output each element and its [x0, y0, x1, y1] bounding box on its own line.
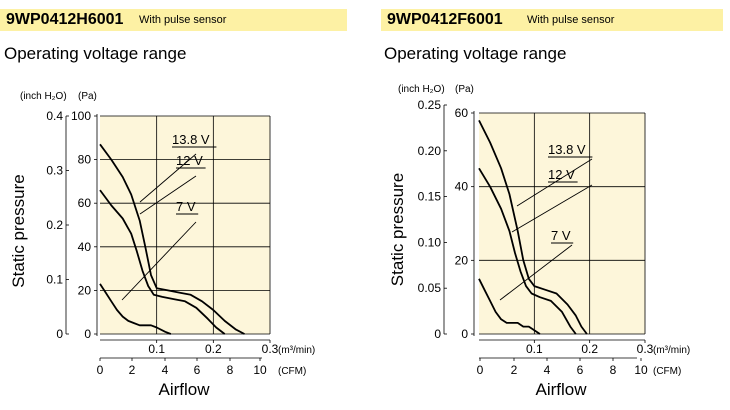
left-pa-tick-label-2: 40	[78, 240, 92, 254]
right-inch-tick-label-0: 0	[434, 327, 441, 341]
left-cfm-unit: (CFM)	[278, 366, 306, 377]
right-m3-tick-label-1: 0.2	[581, 342, 598, 356]
left-y-axis-title: Static pressure	[9, 174, 28, 287]
right-pa-tick-label-1: 20	[455, 253, 469, 267]
right-cfm-tick-label-0: 0	[477, 363, 484, 377]
left-series-leader-1	[139, 175, 197, 215]
right-cfm-tick-label-5: 10	[634, 363, 648, 377]
left-series-line-1	[99, 189, 226, 335]
right-m3-unit: (m³/min)	[653, 345, 690, 356]
left-cfm-tick-label-1: 2	[129, 363, 136, 377]
right-cfm-tick-label-2: 4	[544, 363, 551, 377]
left-pa-tick-label-3: 60	[78, 196, 92, 210]
left-inch-tick-label-2: 0.2	[46, 218, 63, 232]
right-x-axis-title: Airflow	[535, 380, 587, 399]
right-series-leader-1	[511, 184, 593, 233]
right-m3-tick-label-2: 0.3	[637, 342, 654, 356]
right-cfm-tick-label-4: 8	[610, 363, 617, 377]
right-cfm-tick-label-3: 6	[577, 363, 584, 377]
right-series-line-2	[478, 278, 541, 335]
left-model-tag: With pulse sensor	[139, 14, 227, 26]
left-pa-tick-label-1: 20	[78, 283, 92, 297]
left-y-units-pa: (Pa)	[78, 91, 97, 102]
left-cfm-tick-label-3: 6	[194, 363, 201, 377]
left-cfm-tick-label-5: 10	[253, 363, 267, 377]
left-inch-tick-label-4: 0.4	[46, 109, 63, 123]
right-y-units-pa: (Pa)	[455, 84, 474, 95]
right-cfm-unit: (CFM)	[653, 366, 681, 377]
left-inch-tick-label-3: 0.3	[46, 164, 63, 178]
right-inch-tick-label-3: 0.15	[418, 190, 442, 204]
right-model-name: 9WP0412F6001	[387, 11, 503, 28]
right-chart-subtitle: Operating voltage range	[384, 44, 567, 63]
right-y-units-inch: (inch H₂O)	[398, 84, 445, 95]
left-pa-tick-label-5: 100	[71, 109, 91, 123]
right-series-label-1: 12 V	[548, 167, 575, 182]
left-cfm-tick-label-2: 4	[162, 363, 169, 377]
right-cfm-tick-label-1: 2	[511, 363, 518, 377]
left-series-line-2	[99, 283, 172, 335]
left-m3-tick-label-1: 0.2	[205, 342, 222, 356]
left-inch-tick-label-0: 0	[56, 327, 63, 341]
right-m3-tick-label-0: 0.1	[526, 342, 543, 356]
left-series-leader-0	[139, 153, 197, 203]
left-chart-subtitle: Operating voltage range	[4, 44, 187, 63]
left-series-label-2: 7 V	[176, 199, 196, 214]
left-x-axis-title: Airflow	[158, 380, 210, 399]
right-pa-tick-label-2: 40	[455, 180, 469, 194]
right-y-axis-title: Static pressure	[388, 173, 407, 286]
left-plot-area	[100, 116, 270, 334]
left-pa-tick-label-4: 80	[78, 153, 92, 167]
left-model-banner: 9WP0412H6001 With pulse sensor	[0, 9, 347, 31]
left-series-line-0	[99, 143, 245, 335]
right-model-banner: 9WP0412F6001 With pulse sensor	[381, 9, 723, 31]
right-model-tag: With pulse sensor	[527, 14, 615, 26]
left-m3-tick-label-2: 0.3	[262, 342, 279, 356]
right-series-leader-0	[516, 158, 593, 207]
right-inch-tick-label-2: 0.10	[418, 235, 442, 249]
left-y-units-inch: (inch H₂O)	[20, 91, 67, 102]
left-m3-tick-label-0: 0.1	[148, 342, 165, 356]
left-cfm-tick-label-0: 0	[97, 363, 104, 377]
left-cfm-tick-label-4: 8	[227, 363, 234, 377]
left-inch-tick-label-1: 0.1	[46, 273, 63, 287]
left-m3-unit: (m³/min)	[278, 345, 315, 356]
left-series-label-0: 13.8 V	[172, 132, 210, 147]
right-series-leader-2	[499, 244, 573, 301]
right-pa-tick-label-0: 0	[461, 327, 468, 341]
right-inch-tick-label-4: 0.20	[418, 144, 442, 158]
right-series-label-2: 7 V	[551, 228, 571, 243]
right-series-label-0: 13.8 V	[548, 142, 586, 157]
left-model-name: 9WP0412H6001	[6, 11, 124, 28]
left-series-label-1: 12 V	[176, 153, 203, 168]
left-series-leader-2	[121, 221, 197, 301]
right-pa-tick-label-3: 60	[455, 106, 469, 120]
right-series-line-0	[478, 119, 588, 335]
right-inch-tick-label-1: 0.05	[418, 281, 442, 295]
left-pa-tick-label-0: 0	[84, 327, 91, 341]
right-series-line-1	[478, 167, 577, 335]
right-inch-tick-label-5: 0.25	[418, 98, 442, 112]
